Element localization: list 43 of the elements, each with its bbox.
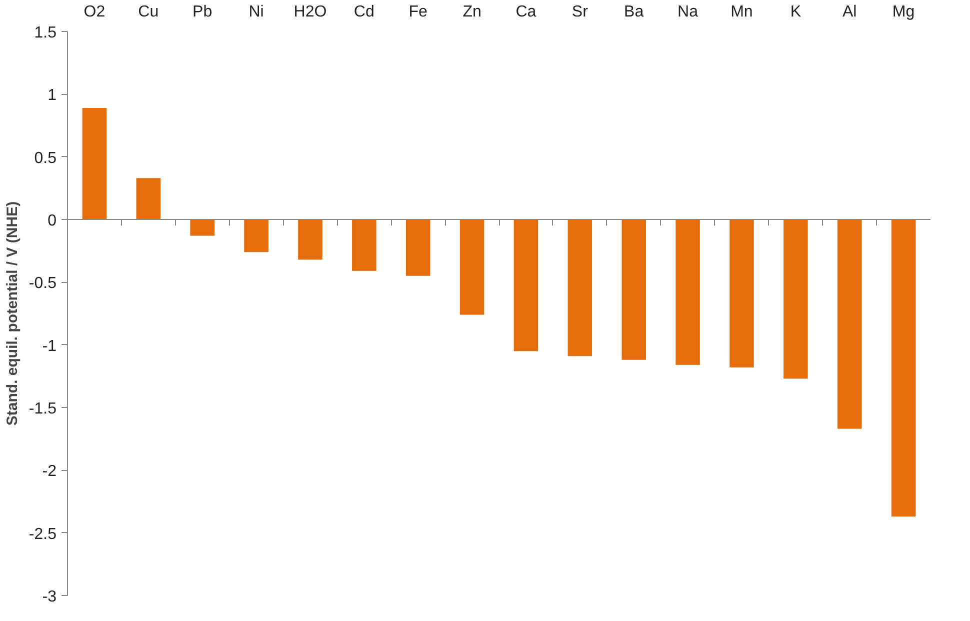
x-tick-label: H2O [294,4,327,20]
bar [298,220,322,260]
bar [568,220,592,356]
x-tick-label: Ca [516,4,536,20]
bar [730,220,754,368]
x-tick-label: Ni [248,4,264,20]
y-tick-label: -1.5 [28,400,57,418]
x-tick-label: Mn [730,4,753,20]
bar [676,220,700,365]
y-tick-label: 1 [48,87,57,104]
y-axis-title: Stand. equil. potential / V (NHE) [4,201,21,426]
bar [837,220,862,429]
bar [82,108,107,220]
y-tick-label: -3 [42,588,57,606]
x-tick-label: Mg [892,4,915,20]
y-tick-label: -1 [42,338,57,355]
bar [460,220,484,315]
y-tick-label: -2.5 [28,526,57,543]
y-tick-label: 1.5 [34,24,57,42]
bar [136,178,161,220]
y-tick-label: 0.5 [34,150,57,167]
x-tick-label: Ba [624,4,644,20]
bar [622,220,646,360]
bar [406,220,430,276]
bar [190,220,214,236]
y-tick-label: -0.5 [28,275,57,292]
x-tick-label: Sr [572,4,589,20]
x-tick-label: Al [842,4,857,20]
x-tick-label: Na [678,4,698,20]
x-tick-label: Zn [462,4,482,20]
x-tick-label: Fe [408,4,428,20]
x-tick-label: Pb [192,4,212,20]
y-tick-label: -2 [42,463,57,480]
y-tick-label: 0 [48,212,57,230]
bar [784,220,808,379]
bar [514,220,538,352]
bar [352,220,376,271]
bar [244,220,268,252]
x-tick-label: K [790,4,802,20]
x-tick-label: Cu [138,4,159,20]
bar [891,220,916,517]
x-tick-label: Cd [354,4,374,20]
x-tick-label: O2 [84,4,106,20]
